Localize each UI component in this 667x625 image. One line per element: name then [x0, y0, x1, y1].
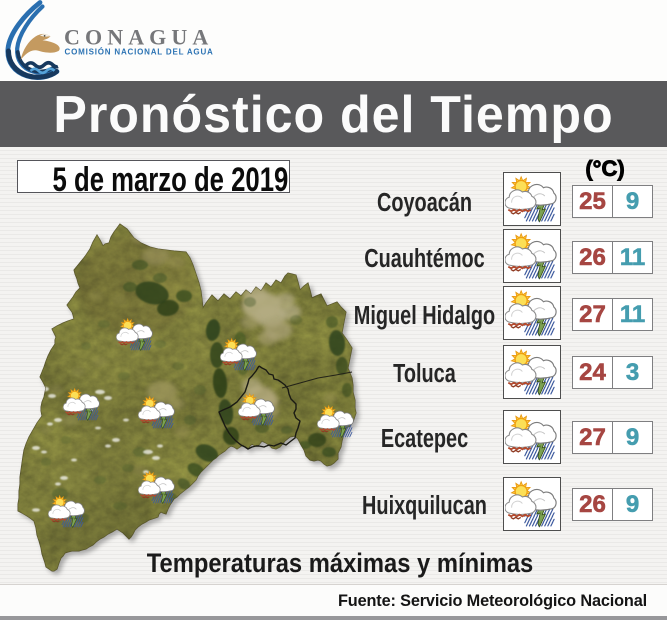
svg-text:CONAGUA: CONAGUA	[64, 25, 213, 50]
svg-text:COMISIÓN NACIONAL DEL AGUA: COMISIÓN NACIONAL DEL AGUA	[65, 48, 214, 57]
